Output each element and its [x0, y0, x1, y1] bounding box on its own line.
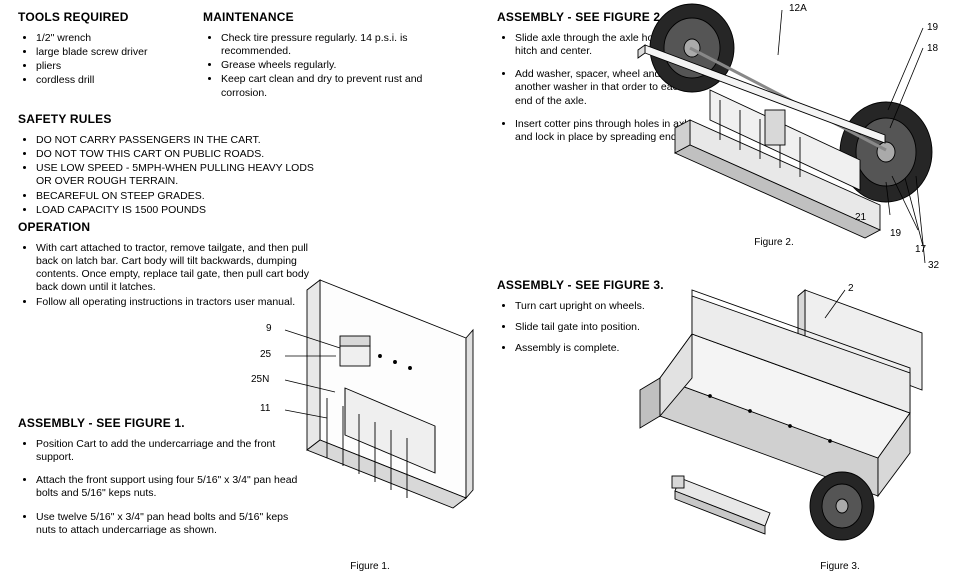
callout-12a: 12A — [789, 3, 807, 14]
list-safety: DO NOT CARRY PASSENGERS IN THE CART. DO … — [18, 134, 318, 217]
callout-32: 32 — [928, 260, 939, 271]
list-item: USE LOW SPEED - 5MPH-WHEN PULLING HEAVY … — [36, 162, 318, 188]
list-item: BECAREFUL ON STEEP GRADES. — [36, 190, 318, 203]
figure-1-diagram — [245, 258, 476, 561]
figure-3-diagram — [620, 278, 950, 568]
heading-operation: OPERATION — [18, 220, 318, 234]
list-item: DO NOT CARRY PASSENGERS IN THE CART. — [36, 134, 318, 147]
section-safety: SAFETY RULES DO NOT CARRY PASSENGERS IN … — [18, 112, 318, 227]
callout-17: 17 — [915, 244, 926, 255]
list-item: DO NOT TOW THIS CART ON PUBLIC ROADS. — [36, 148, 318, 161]
callout-11: 11 — [260, 403, 270, 414]
list-item: pliers — [36, 60, 198, 73]
callout-25: 25 — [260, 349, 271, 360]
callout-2: 2 — [848, 283, 854, 294]
figure2-caption: Figure 2. — [734, 237, 814, 248]
callout-19b: 19 — [890, 228, 901, 239]
list-tools: 1/2" wrench large blade screw driver pli… — [18, 32, 198, 88]
list-item: cordless drill — [36, 74, 198, 87]
figure3-caption: Figure 3. — [800, 561, 880, 572]
heading-tools: TOOLS REQUIRED — [18, 10, 198, 24]
list-item: Grease wheels regularly. — [221, 59, 423, 72]
figure-2-diagram — [630, 0, 950, 275]
list-maintenance: Check tire pressure regularly. 14 p.s.i.… — [203, 32, 423, 100]
callout-25n: 25N — [251, 374, 269, 385]
section-tools: TOOLS REQUIRED 1/2" wrench large blade s… — [18, 10, 198, 98]
list-item: Check tire pressure regularly. 14 p.s.i.… — [221, 32, 423, 58]
callout-18: 18 — [927, 43, 938, 54]
heading-safety: SAFETY RULES — [18, 112, 318, 126]
section-maintenance: MAINTENANCE Check tire pressure regularl… — [203, 10, 423, 110]
list-item: Keep cart clean and dry to prevent rust … — [221, 73, 423, 99]
figure1-caption: Figure 1. — [330, 561, 410, 572]
list-item: LOAD CAPACITY IS 1500 POUNDS — [36, 204, 318, 217]
callout-19a: 19 — [927, 22, 938, 33]
callout-9: 9 — [266, 323, 272, 334]
list-item: large blade screw driver — [36, 46, 198, 59]
heading-maintenance: MAINTENANCE — [203, 10, 423, 24]
list-item: 1/2" wrench — [36, 32, 198, 45]
callout-21: 21 — [855, 212, 866, 223]
